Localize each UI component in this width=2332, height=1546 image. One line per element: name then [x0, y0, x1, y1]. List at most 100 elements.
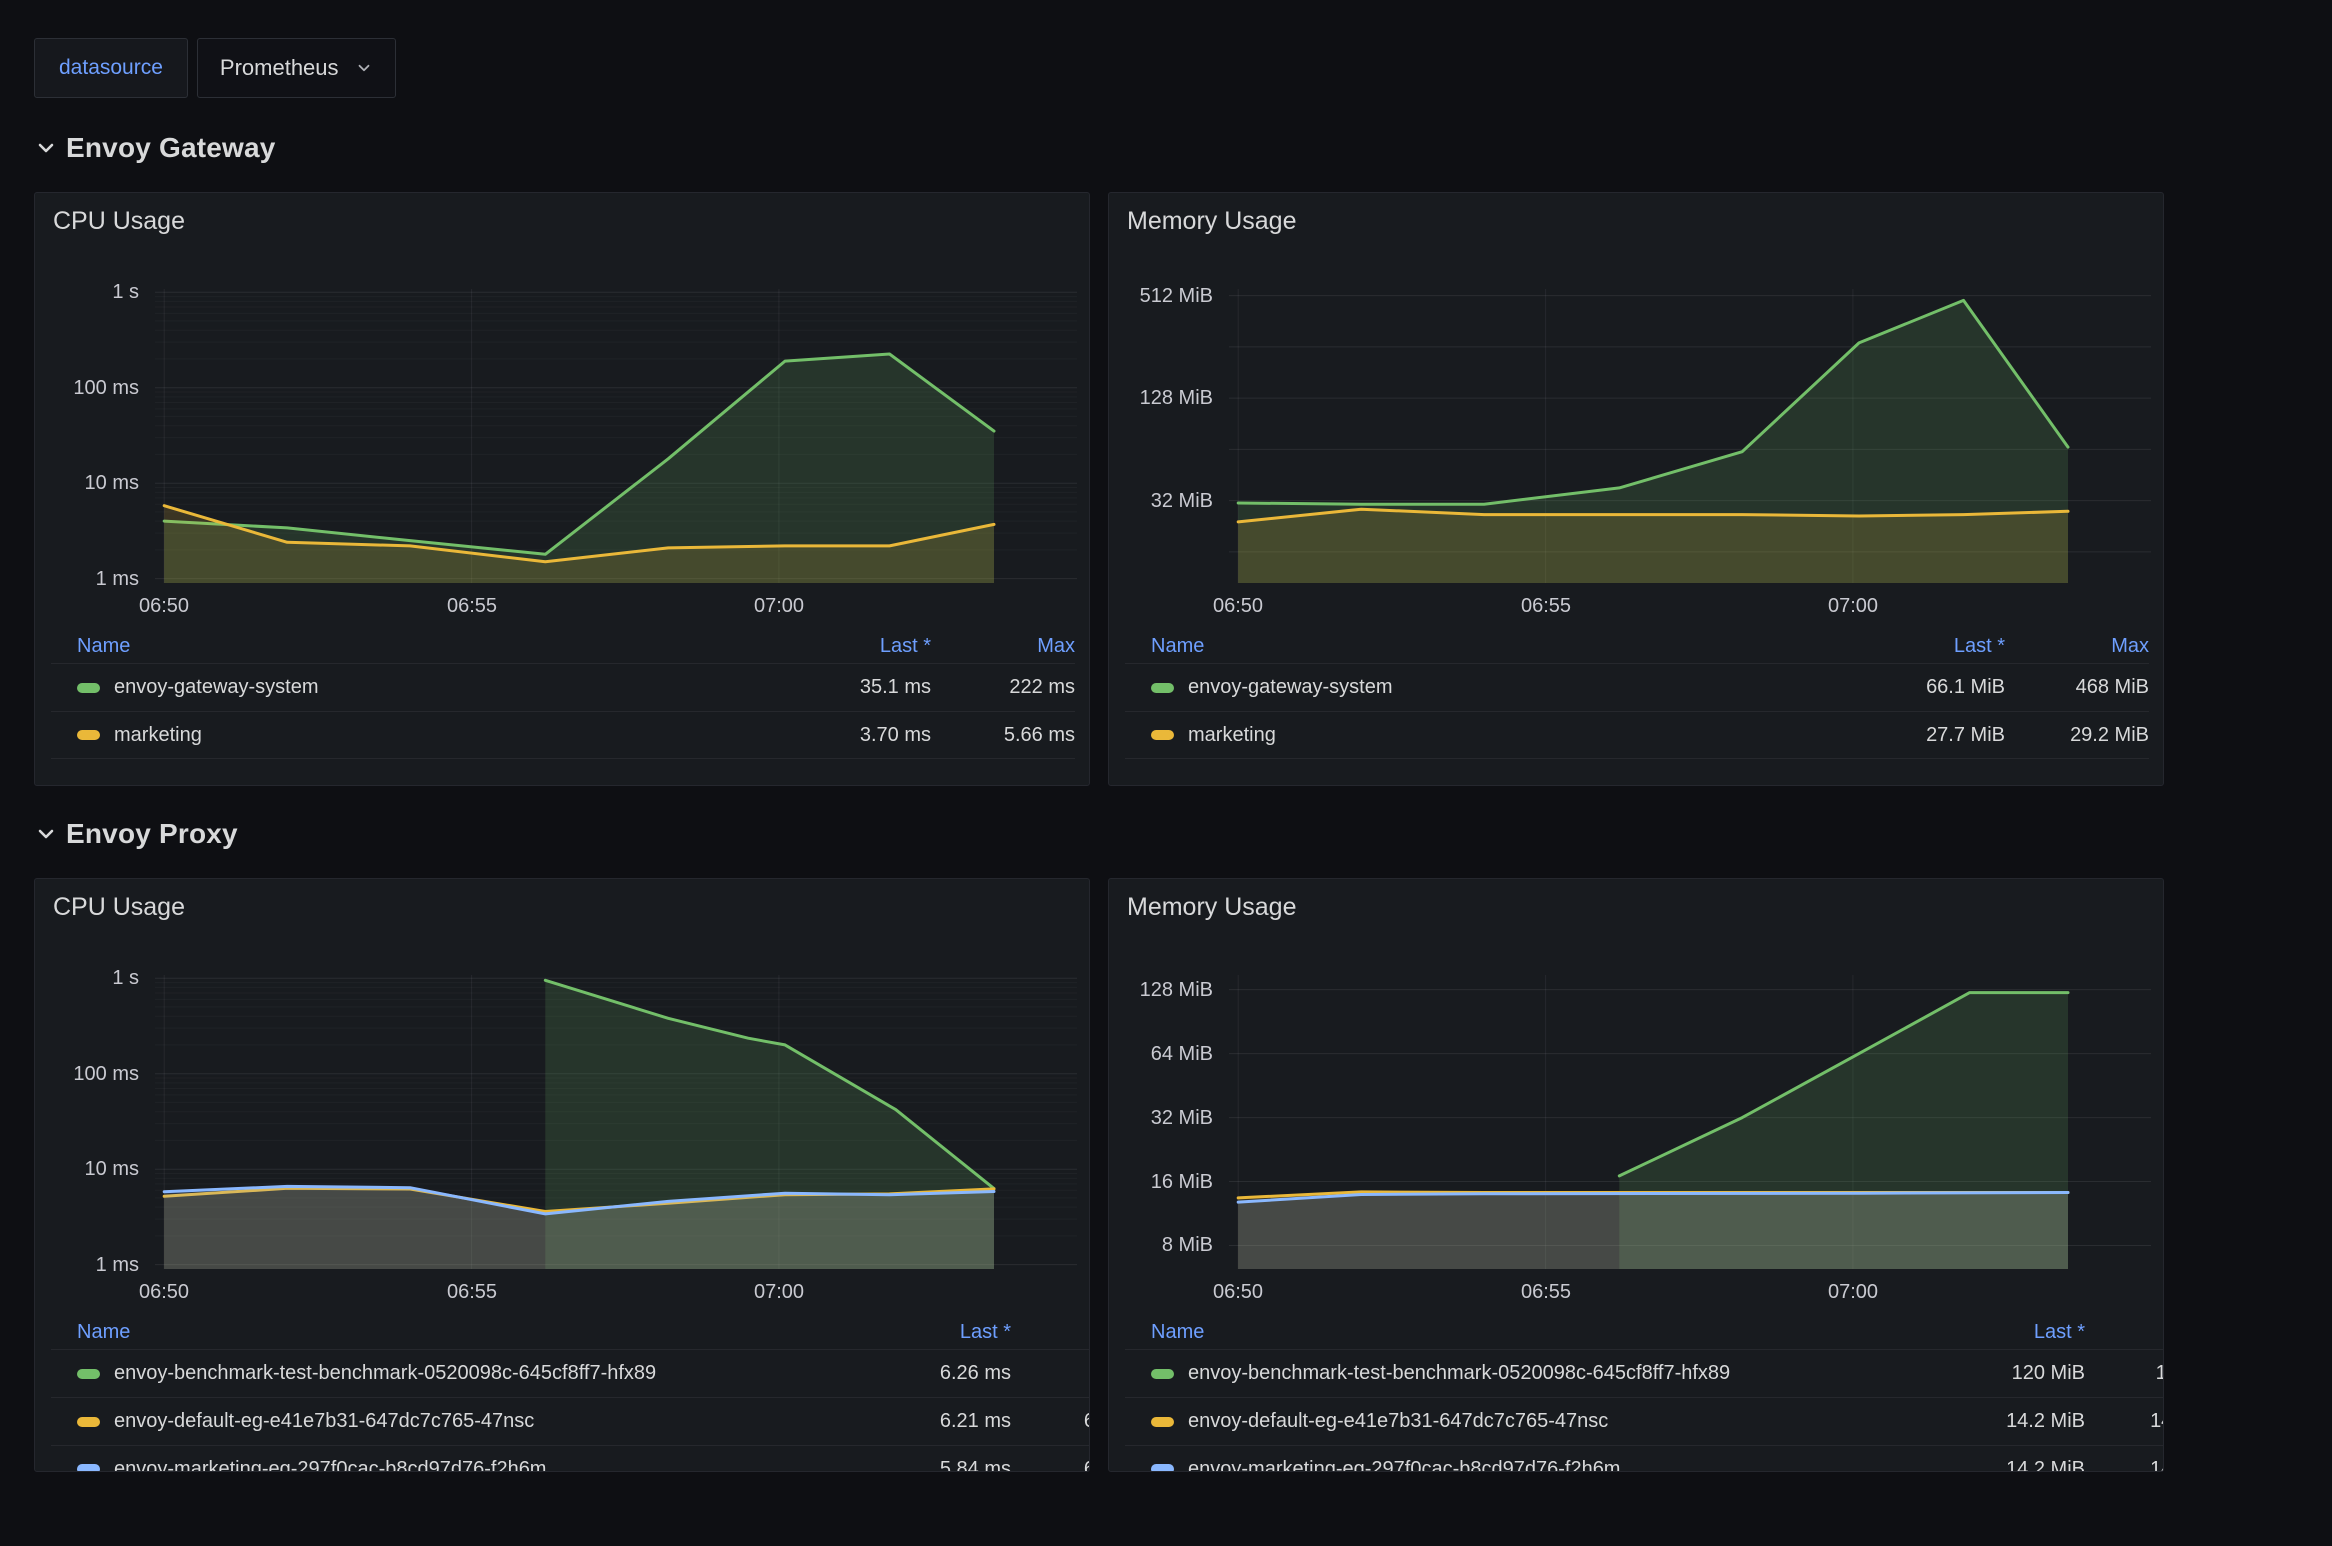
- legend-last-value: 66.1 MiB: [1926, 676, 2005, 698]
- series-label[interactable]: envoy-benchmark-test-benchmark-0520098c-…: [1125, 1362, 1941, 1385]
- panel-proxy-cpu-usage: CPU Usage 1 s 100 ms 10 ms 1 ms 06:50 06:55 07…: [34, 878, 1090, 1472]
- series-color-pill: [1151, 1416, 1174, 1427]
- legend-header-name[interactable]: Name: [1151, 1320, 1205, 1343]
- legend-table: Name Last * Max envoy-gateway-system 66.…: [1125, 629, 2149, 759]
- legend-table: Name Last * Max envoy-gateway-system 35.…: [51, 629, 1075, 759]
- y-axis-tick-label: 1 ms: [95, 1254, 139, 1276]
- legend-header-max[interactable]: Max: [2111, 634, 2149, 657]
- series-label[interactable]: envoy-marketing-eg-297f0cac-b8cd97d76-f2…: [1125, 1458, 1941, 1471]
- series-color-pill: [77, 1464, 100, 1471]
- datasource-dropdown-value: Prometheus: [219, 55, 339, 80]
- series-label[interactable]: envoy-gateway-system: [1125, 676, 1861, 699]
- series-label[interactable]: envoy-gateway-system: [51, 676, 787, 699]
- series-label[interactable]: envoy-default-eg-e41e7b31-647dc7c765-47n…: [51, 1410, 867, 1433]
- x-axis-tick-label: 06:50: [1212, 595, 1264, 617]
- series-label[interactable]: envoy-default-eg-e41e7b31-647dc7c765-47n…: [1125, 1410, 1941, 1433]
- legend-last-value: 3.70 ms: [859, 723, 931, 746]
- panel-title[interactable]: CPU Usage: [53, 893, 185, 921]
- series-color-pill: [1151, 682, 1174, 693]
- x-axis-tick-label: 07:00: [753, 595, 805, 617]
- legend-header-row: Name Last * Max: [1125, 1315, 2163, 1349]
- legend-last-value: 14.2 MiB: [2006, 1410, 2085, 1432]
- panel-title[interactable]: CPU Usage: [53, 207, 185, 235]
- legend-last-value: 5.84 ms: [939, 1457, 1011, 1472]
- legend-header-max[interactable]: Max: [2109, 1321, 2163, 1344]
- series-color-pill: [77, 730, 100, 740]
- series-label[interactable]: marketing: [1125, 724, 1861, 747]
- y-axis-tick-label: 64 MiB: [1150, 1043, 1213, 1065]
- legend-row: marketing 27.7 MiB 29.2 MiB: [1125, 711, 2149, 759]
- panel-proxy-memory-usage: Memory Usage 128 MiB 64 MiB 32 MiB 16 MiB 8 …: [1108, 878, 2164, 1472]
- panel-title[interactable]: Memory Usage: [1127, 893, 1297, 921]
- chevron-down-icon: [34, 136, 58, 160]
- legend-header-max[interactable]: Max: [1035, 1321, 1089, 1344]
- legend-header-row: Name Last * Max: [1125, 629, 2149, 663]
- y-axis-tick-label: 100 ms: [73, 377, 139, 399]
- y-axis-tick-label: 8 MiB: [1161, 1234, 1213, 1256]
- legend-row: envoy-gateway-system 66.1 MiB 468 MiB: [1125, 663, 2149, 711]
- x-axis-tick-label: 06:55: [1520, 595, 1572, 617]
- cpu-usage-chart[interactable]: 1 s 100 ms 10 ms 1 ms 06:50 06:55 07:00: [35, 939, 1089, 1319]
- datasource-dropdown[interactable]: Prometheus: [196, 38, 396, 98]
- x-axis-tick-label: 07:00: [1827, 1281, 1879, 1303]
- section-header-envoy-proxy[interactable]: Envoy Proxy: [34, 812, 238, 856]
- y-axis-tick-label: 1 s: [112, 967, 139, 989]
- legend-last-value: 35.1 ms: [859, 676, 931, 698]
- legend-last-value: 27.7 MiB: [1926, 723, 2005, 746]
- y-axis-tick-label: 10 ms: [84, 1158, 139, 1180]
- legend-row: envoy-gateway-system 35.1 ms 222 ms: [51, 663, 1075, 711]
- legend-row: envoy-marketing-eg-297f0cac-b8cd97d76-f2…: [1125, 1445, 2163, 1472]
- x-axis-tick-label: 06:50: [138, 595, 190, 617]
- legend-header-max[interactable]: Max: [1037, 634, 1075, 657]
- legend-header-name[interactable]: Name: [77, 634, 131, 657]
- y-axis-tick-label: 1 ms: [95, 568, 139, 590]
- series-color-pill: [77, 1368, 100, 1379]
- legend-row: envoy-benchmark-test-benchmark-0520098c-…: [51, 1349, 1089, 1397]
- legend-max-value: 120 MiB: [2109, 1362, 2163, 1385]
- legend-max-value: 6.27 ms: [1035, 1410, 1089, 1433]
- y-axis-tick-label: 32 MiB: [1150, 490, 1213, 512]
- y-axis-tick-label: 10 ms: [84, 472, 139, 494]
- x-axis-tick-label: 06:50: [1212, 1281, 1264, 1303]
- legend-header-last[interactable]: Last *: [959, 1320, 1011, 1343]
- x-axis-tick-label: 07:00: [753, 1281, 805, 1303]
- legend-header-last[interactable]: Last *: [1953, 634, 2005, 657]
- x-axis-tick-label: 06:55: [446, 1281, 498, 1303]
- section-title: Envoy Gateway: [66, 132, 276, 163]
- y-axis-tick-label: 128 MiB: [1139, 387, 1213, 409]
- legend-last-value: 14.2 MiB: [2006, 1457, 2085, 1472]
- legend-header-name[interactable]: Name: [77, 1320, 131, 1343]
- chevron-down-icon: [34, 822, 58, 846]
- legend-last-value: 120 MiB: [2011, 1362, 2085, 1384]
- series-label[interactable]: envoy-marketing-eg-297f0cac-b8cd97d76-f2…: [51, 1458, 867, 1471]
- memory-usage-chart[interactable]: 128 MiB 64 MiB 32 MiB 16 MiB 8 MiB 06:50 06:55…: [1109, 939, 2163, 1319]
- legend-header-last[interactable]: Last *: [2033, 1320, 2085, 1343]
- y-axis-tick-label: 100 ms: [73, 1063, 139, 1085]
- x-axis-tick-label: 06:55: [1520, 1281, 1572, 1303]
- legend-row: envoy-default-eg-e41e7b31-647dc7c765-47n…: [1125, 1397, 2163, 1445]
- panel-title[interactable]: Memory Usage: [1127, 207, 1297, 235]
- series-label[interactable]: marketing: [51, 724, 787, 747]
- section-header-envoy-gateway[interactable]: Envoy Gateway: [34, 126, 276, 170]
- series-color-pill: [1151, 730, 1174, 740]
- x-axis-tick-label: 06:55: [446, 595, 498, 617]
- legend-max-value: 222 ms: [1009, 676, 1075, 698]
- legend-header-name[interactable]: Name: [1151, 634, 1205, 657]
- dashboard-variables-toolbar: datasource Prometheus: [34, 38, 396, 98]
- legend-max-value: 14.2 MiB: [2150, 1457, 2163, 1472]
- y-axis-tick-label: 512 MiB: [1139, 285, 1213, 307]
- legend-header-last[interactable]: Last *: [879, 634, 931, 657]
- legend-row: marketing 3.70 ms 5.66 ms: [51, 711, 1075, 759]
- series-color-pill: [1151, 1464, 1174, 1471]
- y-axis-tick-label: 32 MiB: [1150, 1107, 1213, 1129]
- legend-row: envoy-default-eg-e41e7b31-647dc7c765-47n…: [51, 1397, 1089, 1445]
- legend-row: envoy-marketing-eg-297f0cac-b8cd97d76-f2…: [51, 1445, 1089, 1472]
- series-label[interactable]: envoy-benchmark-test-benchmark-0520098c-…: [51, 1362, 867, 1385]
- datasource-variable-label: datasource: [34, 38, 188, 98]
- legend-table: Name Last * Max envoy-benchmark-test-ben…: [51, 1315, 1089, 1472]
- cpu-usage-chart[interactable]: 1 s 100 ms 10 ms 1 ms 06:50 06:55 07:00: [35, 253, 1089, 633]
- section-title: Envoy Proxy: [66, 818, 238, 849]
- x-axis-tick-label: 07:00: [1827, 595, 1879, 617]
- memory-usage-chart[interactable]: 512 MiB 128 MiB 32 MiB 06:50 06:55 07:00: [1109, 253, 2163, 633]
